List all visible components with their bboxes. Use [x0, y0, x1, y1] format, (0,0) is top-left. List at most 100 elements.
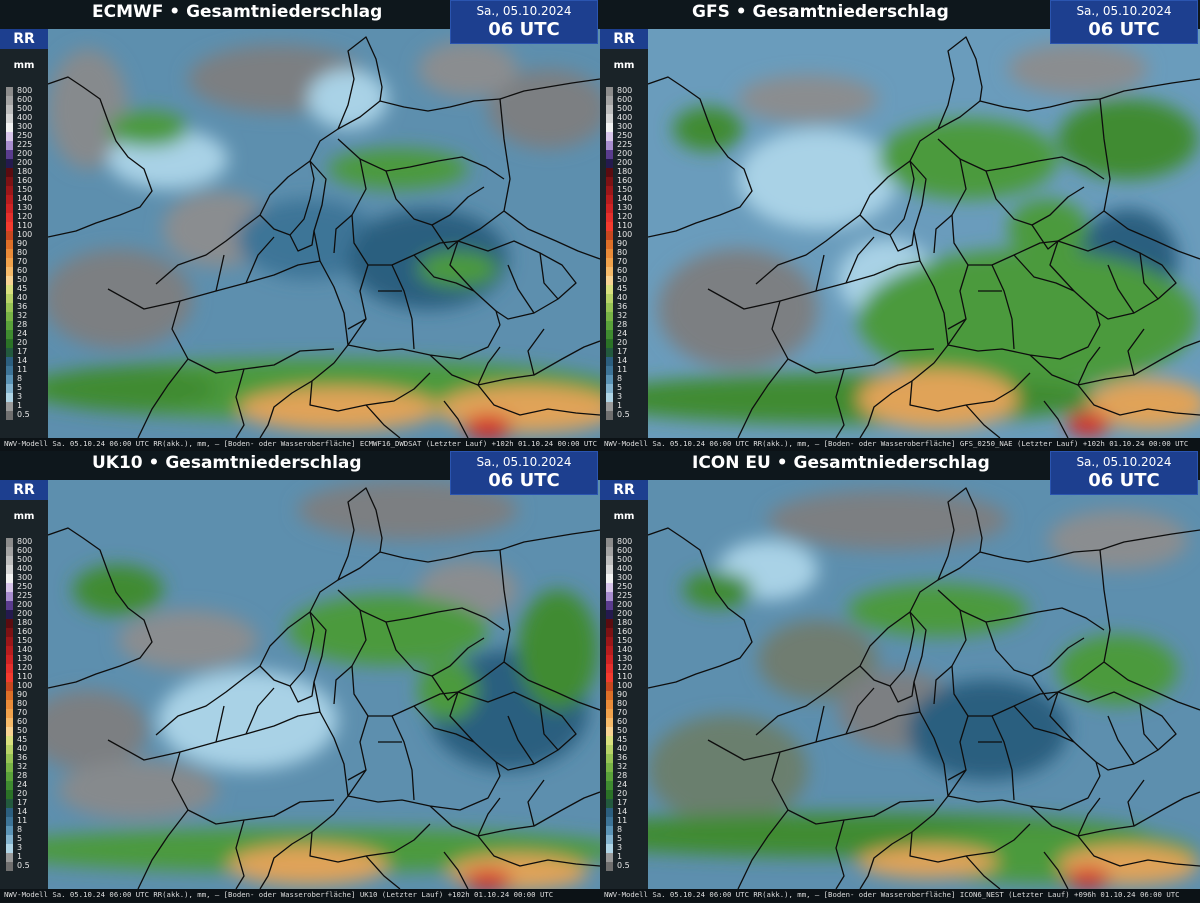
legend-value: 3: [17, 843, 23, 852]
legend-swatch: [6, 745, 13, 754]
legend-value: 600: [617, 95, 633, 104]
legend-value: 14: [617, 356, 628, 365]
legend-swatch: [6, 718, 13, 727]
legend-value: 5: [17, 834, 23, 843]
legend-value: 40: [617, 293, 628, 302]
valid-time-box: Sa., 05.10.2024 06 UTC: [1050, 0, 1198, 44]
legend-swatch: [606, 844, 613, 853]
panel-footer: NWV-Modell Sa. 05.10.24 06:00 UTC RR(akk…: [0, 889, 600, 902]
legend-swatch: [606, 574, 613, 583]
legend-scale-row: 11: [600, 816, 648, 826]
legend-scale-row: 11: [0, 816, 48, 826]
legend-scale-row: 200: [600, 149, 648, 159]
legend-scale-row: 8: [0, 825, 48, 835]
legend-scale-row: 11: [0, 365, 48, 375]
legend-value: 28: [617, 320, 628, 329]
legend-scale-row: 8: [600, 374, 648, 384]
valid-date: Sa., 05.10.2024: [476, 455, 572, 469]
legend-value: 24: [617, 780, 628, 789]
legend-swatch: [6, 691, 13, 700]
legend-scale-row: 200: [600, 158, 648, 168]
legend-scale-row: 3: [600, 843, 648, 853]
legend-swatch: [606, 538, 613, 547]
legend-value: 11: [617, 365, 628, 374]
legend-swatch: [6, 384, 13, 393]
legend-value: 500: [617, 555, 633, 564]
legend-value: 500: [617, 104, 633, 113]
legend-value: 0.5: [617, 410, 630, 419]
legend-value: 50: [617, 275, 628, 284]
legend-swatch: [6, 799, 13, 808]
legend-scale-row: 11: [600, 365, 648, 375]
legend-scale-row: 14: [600, 807, 648, 817]
legend-swatch: [606, 204, 613, 213]
legend-value: 3: [617, 392, 623, 401]
legend-scale-row: 600: [600, 546, 648, 556]
precip-legend: RR mm 800 600 500 400 300 250 225 200 200 180 160 1…: [0, 29, 48, 438]
legend-scale-row: 250: [0, 582, 48, 592]
precipitation-map: [648, 480, 1200, 889]
legend-swatch: [606, 691, 613, 700]
legend-swatch: [606, 781, 613, 790]
legend-swatch: [6, 538, 13, 547]
legend-swatch: [606, 87, 613, 96]
legend-scale-row: 17: [0, 798, 48, 808]
legend-scale-row: 250: [600, 582, 648, 592]
legend-scale-row: 180: [600, 618, 648, 628]
legend-value: 80: [17, 248, 28, 257]
legend-swatch: [606, 799, 613, 808]
legend-swatch: [606, 763, 613, 772]
legend-scale-row: 70: [600, 708, 648, 718]
legend-value: 180: [17, 167, 33, 176]
legend-value: 70: [617, 257, 628, 266]
legend-swatch: [606, 601, 613, 610]
legend-scale-row: 80: [600, 248, 648, 258]
legend-swatch: [6, 105, 13, 114]
legend-scale-row: 90: [0, 239, 48, 249]
legend-value: 100: [617, 681, 633, 690]
legend-swatch: [6, 664, 13, 673]
legend-swatch: [606, 772, 613, 781]
valid-date: Sa., 05.10.2024: [1076, 4, 1172, 18]
legend-value: 90: [17, 239, 28, 248]
legend-scale-row: 1: [0, 852, 48, 862]
legend-scale-row: 14: [0, 356, 48, 366]
legend-swatch: [6, 682, 13, 691]
legend-value: 17: [17, 347, 28, 356]
legend-value: 250: [17, 582, 33, 591]
legend-scale-row: 200: [0, 158, 48, 168]
legend-swatch: [6, 754, 13, 763]
legend-value: 28: [17, 771, 28, 780]
legend-scale-row: 110: [600, 672, 648, 682]
legend-swatch: [606, 655, 613, 664]
legend-value: 8: [617, 374, 623, 383]
legend-scale-row: 80: [0, 248, 48, 258]
valid-time-box: Sa., 05.10.2024 06 UTC: [1050, 451, 1198, 495]
legend-value: 600: [617, 546, 633, 555]
precipitation-map: [48, 29, 600, 438]
legend-swatch: [6, 610, 13, 619]
legend-swatch: [606, 339, 613, 348]
legend-swatch: [606, 745, 613, 754]
legend-value: 100: [617, 230, 633, 239]
legend-scale-row: 300: [600, 122, 648, 132]
legend-unit: mm: [13, 60, 35, 71]
legend-scale-row: 400: [0, 564, 48, 574]
legend-value: 28: [17, 320, 28, 329]
legend-swatch: [6, 168, 13, 177]
legend-value: 40: [17, 744, 28, 753]
legend-scale-row: 17: [600, 347, 648, 357]
legend-value: 200: [617, 149, 633, 158]
legend-value: 300: [617, 573, 633, 582]
valid-date: Sa., 05.10.2024: [1076, 455, 1172, 469]
legend-value: 1: [17, 852, 23, 861]
legend-scale-row: 90: [600, 239, 648, 249]
legend-scale-row: 100: [600, 681, 648, 691]
legend-value: 90: [617, 690, 628, 699]
legend-value: 800: [17, 86, 33, 95]
legend-scale-row: 140: [600, 645, 648, 655]
legend-value: 8: [617, 825, 623, 834]
legend-swatch: [6, 700, 13, 709]
legend-value: 45: [17, 284, 28, 293]
legend-scale-row: 20: [0, 338, 48, 348]
